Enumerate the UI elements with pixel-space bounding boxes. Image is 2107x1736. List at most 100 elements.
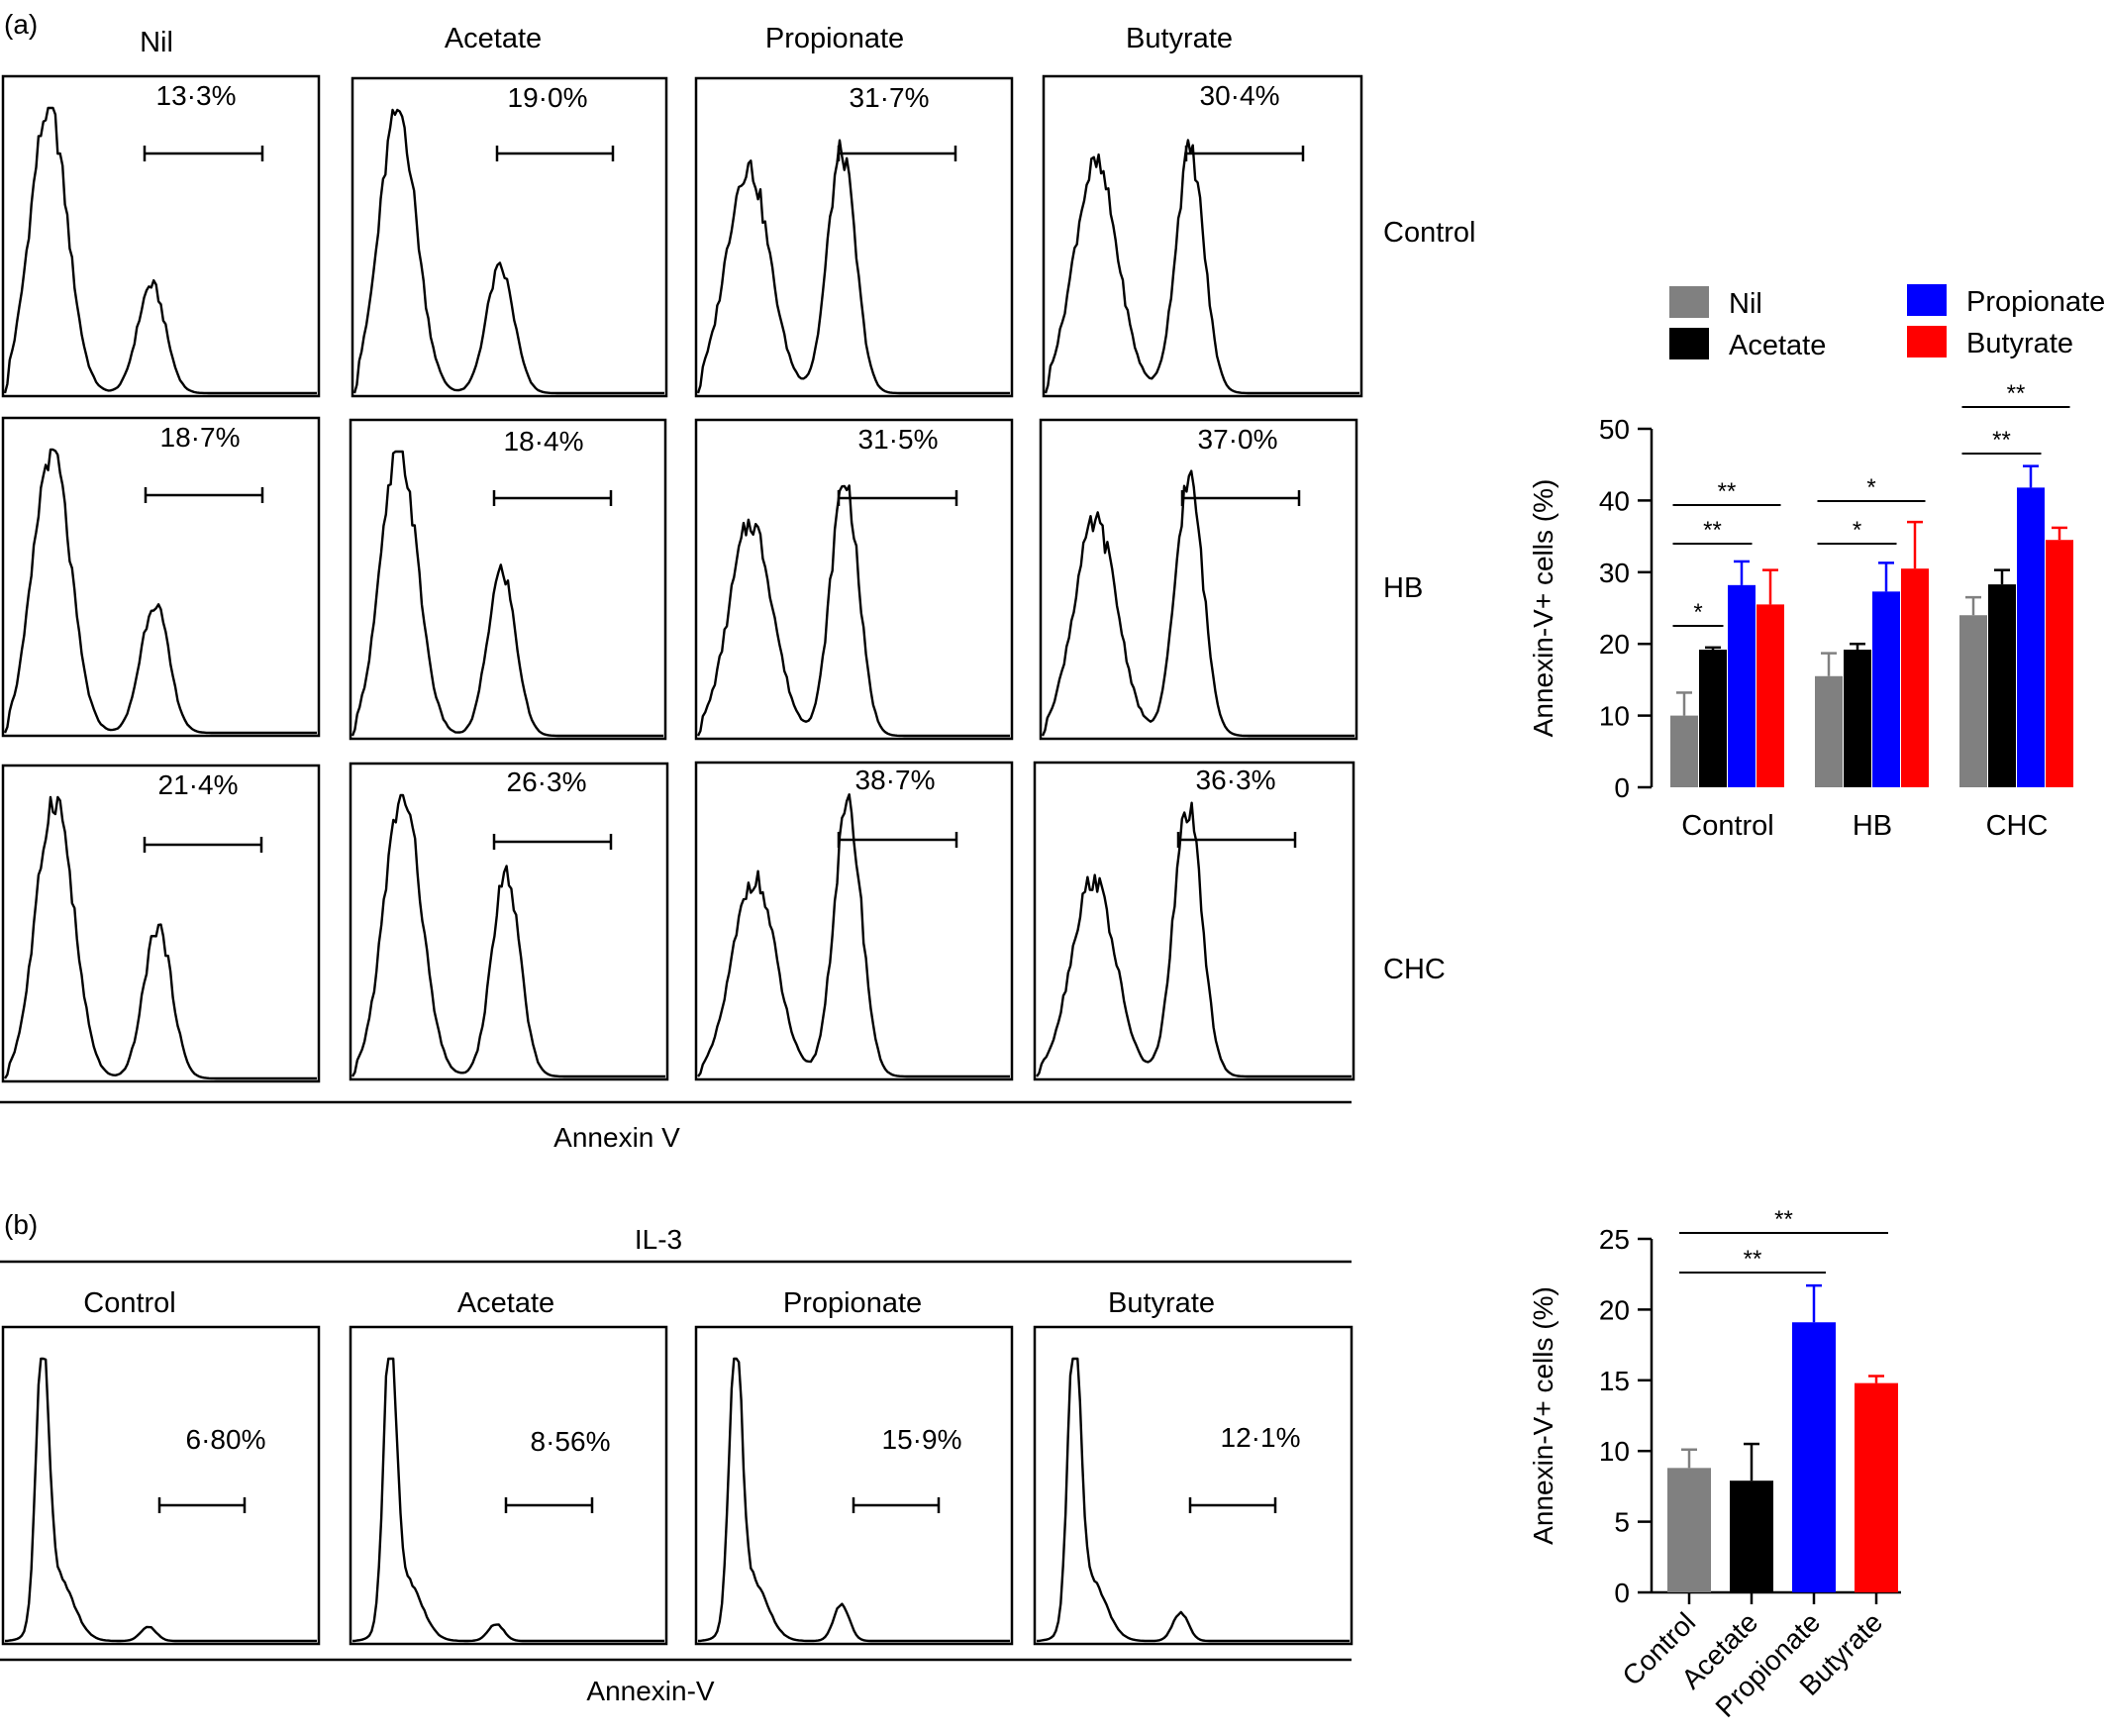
bar-hb-butyrate bbox=[1901, 568, 1929, 787]
bar-b-control bbox=[1667, 1468, 1711, 1592]
sig-a-2-stars: ** bbox=[1718, 478, 1737, 505]
histogram-chc-nil-curve bbox=[3, 795, 317, 1080]
histogram-control-butyrate-curve bbox=[1044, 139, 1359, 395]
bar-control-nil bbox=[1670, 715, 1698, 787]
histogram-hb-acetate-frame bbox=[349, 418, 667, 741]
sig-a-3-stars: * bbox=[1853, 517, 1861, 544]
sig-a-0-stars: * bbox=[1693, 599, 1702, 626]
y-axis-title: Annexin-V+ cells (%) bbox=[1528, 479, 1558, 738]
bar-control-butyrate bbox=[1756, 604, 1784, 787]
sig-b-1-stars: ** bbox=[1774, 1206, 1793, 1233]
panel-a-xlabel: Annexin V bbox=[553, 1122, 680, 1153]
bar-control-acetate bbox=[1699, 649, 1727, 787]
percent-label-chc-propionate: 38·7% bbox=[855, 765, 936, 795]
legend-swatch-acetate bbox=[1669, 328, 1709, 359]
gate-chc-butyrate bbox=[1176, 832, 1297, 848]
histogram-hb-propionate-curve bbox=[696, 484, 1010, 738]
column-label-acetate: Acetate bbox=[445, 23, 542, 54]
legend-label-propionate: Propionate bbox=[1966, 286, 2105, 318]
bar-chc-butyrate bbox=[2046, 540, 2073, 787]
b-histogram-propionate-curve bbox=[697, 1357, 1010, 1643]
x-tick-label-hb: HB bbox=[1853, 810, 1892, 842]
b-percent-label-propionate: 15·9% bbox=[882, 1424, 962, 1455]
y-tick-label-20: 20 bbox=[1599, 629, 1630, 660]
b-histogram-acetate-curve bbox=[351, 1357, 664, 1643]
sig-a-6-stars: ** bbox=[2007, 380, 2026, 407]
percent-label-control-butyrate: 30·4% bbox=[1200, 80, 1280, 111]
gate-control-acetate bbox=[495, 146, 615, 161]
histogram-control-propionate-curve bbox=[696, 139, 1010, 395]
sig-b-0-stars: ** bbox=[1744, 1246, 1762, 1273]
legend-label-nil: Nil bbox=[1729, 288, 1762, 320]
bar-b-acetate bbox=[1730, 1481, 1773, 1592]
b-gate-propionate bbox=[852, 1497, 941, 1513]
b-gate-control bbox=[157, 1497, 247, 1513]
bar-control-nil-error bbox=[1676, 691, 1692, 716]
histogram-chc-butyrate-frame bbox=[1033, 761, 1355, 1081]
column-label-butyrate: Butyrate bbox=[1126, 23, 1233, 54]
bar-control-propionate-error bbox=[1734, 560, 1750, 585]
percent-label-hb-nil: 18·7% bbox=[160, 422, 241, 453]
bar-b-propionate-error bbox=[1806, 1283, 1822, 1323]
bar-b-butyrate-error bbox=[1868, 1375, 1884, 1383]
histogram-hb-acetate-curve bbox=[351, 450, 663, 738]
bar-b-control-error bbox=[1681, 1448, 1697, 1469]
bar-hb-acetate bbox=[1844, 649, 1871, 787]
y-tick-label-25: 25 bbox=[1599, 1224, 1630, 1255]
histogram-chc-acetate-frame bbox=[349, 762, 669, 1081]
y-tick-label-10: 10 bbox=[1599, 701, 1630, 732]
bar-chc-nil bbox=[1959, 615, 1987, 787]
sig-a-4-stars: * bbox=[1866, 474, 1875, 501]
y-tick-label-40: 40 bbox=[1599, 485, 1630, 516]
bar-chc-acetate-error bbox=[1994, 568, 2010, 585]
bar-chc-butyrate-error bbox=[2052, 526, 2067, 541]
b-histogram-acetate-frame bbox=[349, 1325, 668, 1646]
histogram-hb-butyrate-curve bbox=[1041, 469, 1354, 738]
gate-chc-nil bbox=[143, 837, 263, 853]
bar-chc-nil-error bbox=[1965, 595, 1981, 616]
b-column-label-butyrate: Butyrate bbox=[1108, 1287, 1215, 1319]
y-tick-label-10: 10 bbox=[1599, 1436, 1630, 1467]
y-tick-label-0: 0 bbox=[1614, 1578, 1630, 1608]
b-percent-label-control: 6·80% bbox=[186, 1424, 266, 1455]
bar-hb-acetate-error bbox=[1850, 642, 1865, 650]
percent-label-chc-acetate: 26·3% bbox=[507, 766, 587, 797]
column-label-propionate: Propionate bbox=[765, 23, 904, 54]
percent-label-chc-nil: 21·4% bbox=[158, 769, 239, 800]
histogram-control-nil-curve bbox=[3, 106, 317, 395]
histogram-chc-butyrate-curve bbox=[1036, 801, 1352, 1078]
row-label-chc: CHC bbox=[1383, 954, 1446, 985]
gate-chc-acetate bbox=[492, 834, 613, 850]
b-column-label-acetate: Acetate bbox=[457, 1287, 554, 1319]
bar-hb-butyrate-error bbox=[1907, 520, 1923, 569]
percent-label-hb-butyrate: 37·0% bbox=[1198, 424, 1278, 455]
bar-hb-nil-error bbox=[1821, 652, 1837, 676]
y-tick-label-20: 20 bbox=[1599, 1294, 1630, 1325]
histogram-chc-propionate-curve bbox=[697, 793, 1010, 1078]
histogram-hb-propionate-frame bbox=[694, 418, 1014, 741]
histogram-control-acetate-curve bbox=[352, 108, 664, 395]
histogram-chc-propionate-frame bbox=[694, 761, 1014, 1081]
x-tick-label-chc: CHC bbox=[1986, 810, 2049, 842]
b-percent-label-butyrate: 12·1% bbox=[1221, 1422, 1301, 1453]
gate-hb-nil bbox=[144, 487, 264, 503]
bar-control-propionate bbox=[1728, 584, 1756, 787]
bar-hb-propionate bbox=[1872, 591, 1900, 787]
panel-b-histograms: (b) IL-3 Control Acetate Propionate Buty… bbox=[0, 1209, 1354, 1706]
gate-control-nil bbox=[143, 146, 264, 161]
legend-swatch-butyrate bbox=[1907, 326, 1947, 357]
b-histogram-butyrate-curve bbox=[1036, 1357, 1350, 1643]
histogram-chc-nil-frame bbox=[1, 764, 321, 1083]
y-tick-label-0: 0 bbox=[1614, 772, 1630, 803]
column-label-nil: Nil bbox=[140, 27, 173, 58]
gate-hb-propionate bbox=[837, 490, 958, 506]
panel-b-label: (b) bbox=[4, 1209, 38, 1240]
b-histogram-control-frame bbox=[1, 1325, 321, 1646]
bar-chc-propionate-error bbox=[2023, 464, 2039, 488]
bar-b-butyrate bbox=[1855, 1382, 1898, 1592]
b-column-label-propionate: Propionate bbox=[783, 1287, 922, 1319]
bar-hb-propionate-error bbox=[1878, 562, 1894, 592]
histogram-hb-butyrate-frame bbox=[1039, 418, 1358, 741]
row-label-hb: HB bbox=[1383, 572, 1423, 604]
